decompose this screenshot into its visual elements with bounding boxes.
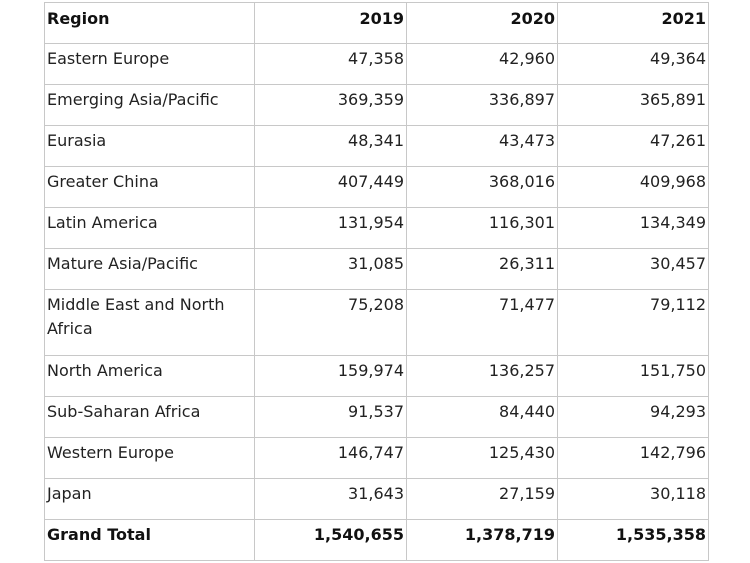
value-cell: 368,016 — [406, 166, 558, 208]
header-2020: 2020 — [406, 2, 558, 44]
table-row: Eastern Europe 47,358 42,960 49,364 — [44, 43, 709, 85]
value-cell: 27,159 — [406, 478, 558, 520]
region-cell: Mature Asia/Pacific — [44, 248, 255, 290]
value-cell: 48,341 — [254, 125, 407, 167]
region-cell: Greater China — [44, 166, 255, 208]
total-value: 1,378,719 — [406, 519, 558, 561]
value-cell: 47,358 — [254, 43, 407, 85]
header-2021: 2021 — [557, 2, 709, 44]
region-table: Region 2019 2020 2021 Eastern Europe 47,… — [44, 2, 709, 561]
value-cell: 131,954 — [254, 207, 407, 249]
table-row: Emerging Asia/Pacific 369,359 336,897 36… — [44, 84, 709, 126]
table-row: North America 159,974 136,257 151,750 — [44, 355, 709, 397]
header-row: Region 2019 2020 2021 — [44, 2, 709, 44]
table-row: Greater China 407,449 368,016 409,968 — [44, 166, 709, 208]
value-cell: 136,257 — [406, 355, 558, 397]
table-row: Middle East and North Africa 75,208 71,4… — [44, 289, 709, 356]
value-cell: 75,208 — [254, 289, 407, 356]
value-cell: 142,796 — [557, 437, 709, 479]
total-value: 1,540,655 — [254, 519, 407, 561]
total-row: Grand Total 1,540,655 1,378,719 1,535,35… — [44, 519, 709, 561]
value-cell: 151,750 — [557, 355, 709, 397]
value-cell: 159,974 — [254, 355, 407, 397]
total-value: 1,535,358 — [557, 519, 709, 561]
value-cell: 26,311 — [406, 248, 558, 290]
value-cell: 409,968 — [557, 166, 709, 208]
value-cell: 146,747 — [254, 437, 407, 479]
value-cell: 91,537 — [254, 396, 407, 438]
value-cell: 84,440 — [406, 396, 558, 438]
value-cell: 71,477 — [406, 289, 558, 356]
value-cell: 407,449 — [254, 166, 407, 208]
table-row: Eurasia 48,341 43,473 47,261 — [44, 125, 709, 167]
region-cell: Sub-Saharan Africa — [44, 396, 255, 438]
value-cell: 336,897 — [406, 84, 558, 126]
table-row: Japan 31,643 27,159 30,118 — [44, 478, 709, 520]
table-row: Latin America 131,954 116,301 134,349 — [44, 207, 709, 249]
table-row: Mature Asia/Pacific 31,085 26,311 30,457 — [44, 248, 709, 290]
value-cell: 43,473 — [406, 125, 558, 167]
region-cell: Latin America — [44, 207, 255, 249]
value-cell: 79,112 — [557, 289, 709, 356]
value-cell: 42,960 — [406, 43, 558, 85]
value-cell: 31,643 — [254, 478, 407, 520]
table-row: Western Europe 146,747 125,430 142,796 — [44, 437, 709, 479]
total-label: Grand Total — [44, 519, 255, 561]
region-cell: Eurasia — [44, 125, 255, 167]
value-cell: 31,085 — [254, 248, 407, 290]
value-cell: 30,118 — [557, 478, 709, 520]
value-cell: 125,430 — [406, 437, 558, 479]
value-cell: 94,293 — [557, 396, 709, 438]
region-cell: Emerging Asia/Pacific — [44, 84, 255, 126]
value-cell: 30,457 — [557, 248, 709, 290]
value-cell: 134,349 — [557, 207, 709, 249]
region-cell: Eastern Europe — [44, 43, 255, 85]
header-region: Region — [44, 2, 255, 44]
value-cell: 369,359 — [254, 84, 407, 126]
region-cell: North America — [44, 355, 255, 397]
table-row: Sub-Saharan Africa 91,537 84,440 94,293 — [44, 396, 709, 438]
value-cell: 365,891 — [557, 84, 709, 126]
value-cell: 116,301 — [406, 207, 558, 249]
region-cell: Middle East and North Africa — [44, 289, 255, 356]
value-cell: 47,261 — [557, 125, 709, 167]
header-2019: 2019 — [254, 2, 407, 44]
region-cell: Western Europe — [44, 437, 255, 479]
region-cell: Japan — [44, 478, 255, 520]
value-cell: 49,364 — [557, 43, 709, 85]
